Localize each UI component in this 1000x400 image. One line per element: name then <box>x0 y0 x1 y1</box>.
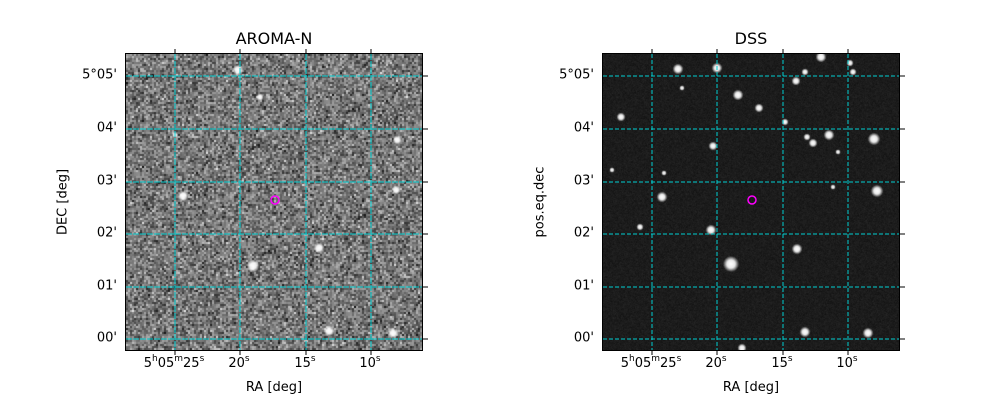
y-tick-label: 04' <box>96 120 117 136</box>
y-axis-label: DEC [deg] <box>55 168 71 236</box>
image-axes <box>602 49 905 355</box>
panel-title: AROMA-N <box>235 29 313 48</box>
y-tick-label: 03' <box>96 173 117 189</box>
x-tick-label: 5h05m25s <box>620 354 682 372</box>
y-tick-label: 01' <box>573 278 594 294</box>
y-tick-label: 03' <box>573 173 594 189</box>
y-tick-label: 04' <box>573 120 594 136</box>
x-axis-label: RA [deg] <box>722 380 780 395</box>
y-tick-label: 01' <box>96 278 117 294</box>
panel-aroma-n: AROMA-N 5h05m25s 20s 15s 10s 5°05' 04' 0… <box>0 0 480 400</box>
y-tick-label: 5°05' <box>82 67 117 83</box>
y-tick-label: 00' <box>573 330 594 346</box>
x-tick-label: 15s <box>294 354 316 372</box>
panel-title: DSS <box>734 29 768 48</box>
target-marker <box>270 195 280 205</box>
x-tick-label: 5h05m25s <box>143 354 205 372</box>
x-tick-label: 10s <box>836 354 858 372</box>
x-tick-label: 10s <box>359 354 381 372</box>
x-tick-label: 20s <box>228 354 250 372</box>
y-tick-label: 02' <box>96 225 117 241</box>
target-marker <box>747 195 757 205</box>
panel-dss: DSS 5h05m25s 20s 15s 10s 5°05' 04' 03' 0… <box>477 0 957 400</box>
y-tick-label: 02' <box>573 225 594 241</box>
y-tick-label: 00' <box>96 330 117 346</box>
x-tick-label: 20s <box>705 354 727 372</box>
image-axes <box>125 49 428 355</box>
y-axis-label: pos.eq.dec <box>532 166 548 238</box>
grid-overlay <box>603 49 905 355</box>
x-tick-label: 15s <box>771 354 793 372</box>
y-tick-label: 5°05' <box>559 67 594 83</box>
grid-overlay <box>126 49 428 355</box>
x-axis-label: RA [deg] <box>245 380 303 395</box>
